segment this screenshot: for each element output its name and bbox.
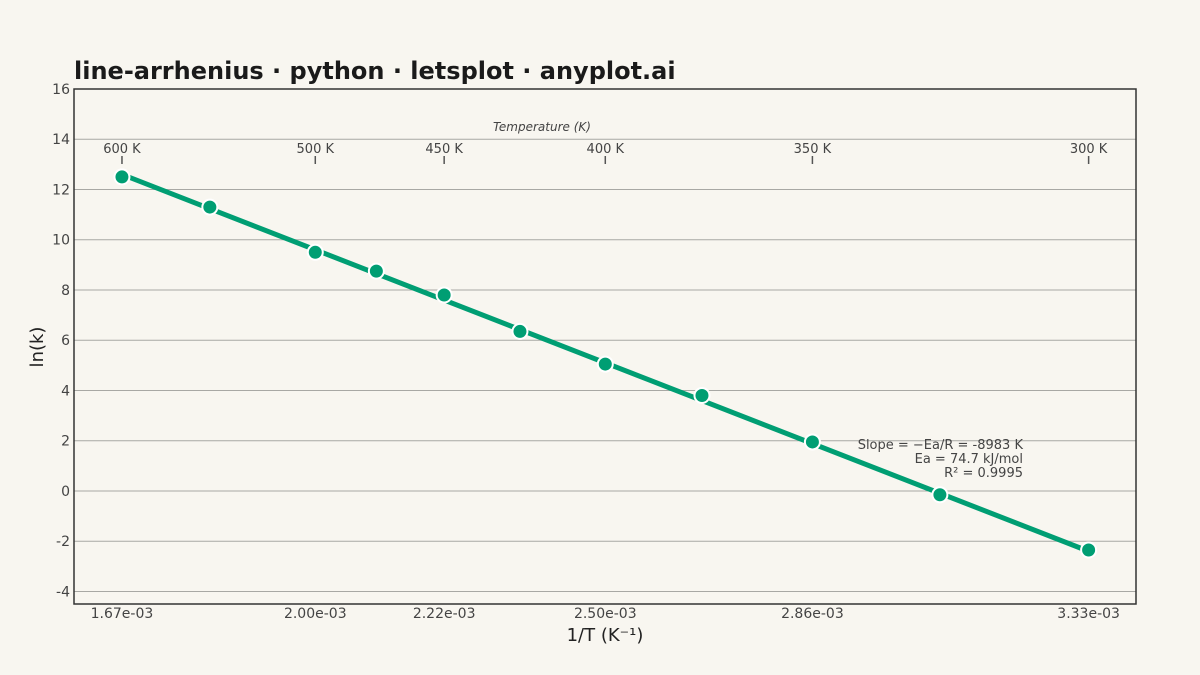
data-points-layer [113, 168, 1098, 559]
temperature-tick-label: 600 K [103, 142, 141, 157]
temperature-tick-label: 500 K [297, 142, 335, 157]
plot-frame [73, 88, 1137, 605]
x-tick-label: 2.22e-03 [413, 606, 476, 622]
y-tick-label: 10 [52, 233, 70, 249]
data-point [803, 433, 821, 451]
y-tick-label: 6 [61, 333, 70, 349]
data-point [113, 168, 131, 186]
y-tick-label: 2 [61, 434, 70, 450]
grid-layer [74, 88, 1136, 592]
temperature-tick-label: 300 K [1070, 142, 1108, 157]
y-tick-label: 8 [61, 283, 70, 299]
temperature-tick-label: 450 K [425, 142, 463, 157]
data-point [693, 386, 711, 404]
y-tick-label: 14 [52, 132, 70, 148]
data-point [201, 198, 219, 216]
data-point [511, 322, 529, 340]
data-point [1080, 541, 1098, 559]
y-axis-title: ln(k) [27, 327, 48, 368]
x-tick-label: 1.67e-03 [91, 606, 154, 622]
data-point [306, 243, 324, 261]
x-tick-label: 3.33e-03 [1057, 606, 1120, 622]
temperature-axis: Temperature (K) 600 K 500 K 450 K 400 K 350 … [103, 120, 1108, 164]
y-tick-label: 0 [61, 484, 70, 500]
y-tick-label: 16 [52, 82, 70, 98]
data-point [596, 355, 614, 373]
temperature-tick-label: 350 K [794, 142, 832, 157]
y-tick-label: 4 [61, 383, 70, 399]
y-tick-label: 12 [52, 182, 70, 198]
x-tick-label: 2.86e-03 [781, 606, 844, 622]
temperature-axis-title: Temperature (K) [493, 120, 591, 134]
fit-annotation: Slope = −Ea/R = -8983 K Ea = 74.7 kJ/mol… [858, 438, 1024, 481]
annotation-slope: Slope = −Ea/R = -8983 K [858, 438, 1024, 453]
data-point [435, 286, 453, 304]
y-tick-label: -4 [56, 584, 70, 600]
x-tick-label: 2.50e-03 [574, 606, 637, 622]
annotation-ea: Ea = 74.7 kJ/mol [915, 452, 1023, 467]
y-axis-ticks: -4 -2 0 2 4 6 8 10 12 14 16 [52, 82, 70, 600]
y-tick-label: -2 [56, 534, 70, 550]
chart-title: line-arrhenius · python · letsplot · any… [74, 57, 676, 85]
x-axis-title: 1/T (K⁻¹) [567, 625, 644, 646]
data-point [931, 486, 949, 504]
temperature-tick-label: 400 K [587, 142, 625, 157]
x-tick-label: 2.00e-03 [284, 606, 347, 622]
x-axis-ticks: 1.67e-03 2.00e-03 2.22e-03 2.50e-03 2.86e-03… [91, 606, 1120, 622]
annotation-r2: R² = 0.9995 [944, 466, 1023, 481]
data-point [367, 262, 385, 280]
